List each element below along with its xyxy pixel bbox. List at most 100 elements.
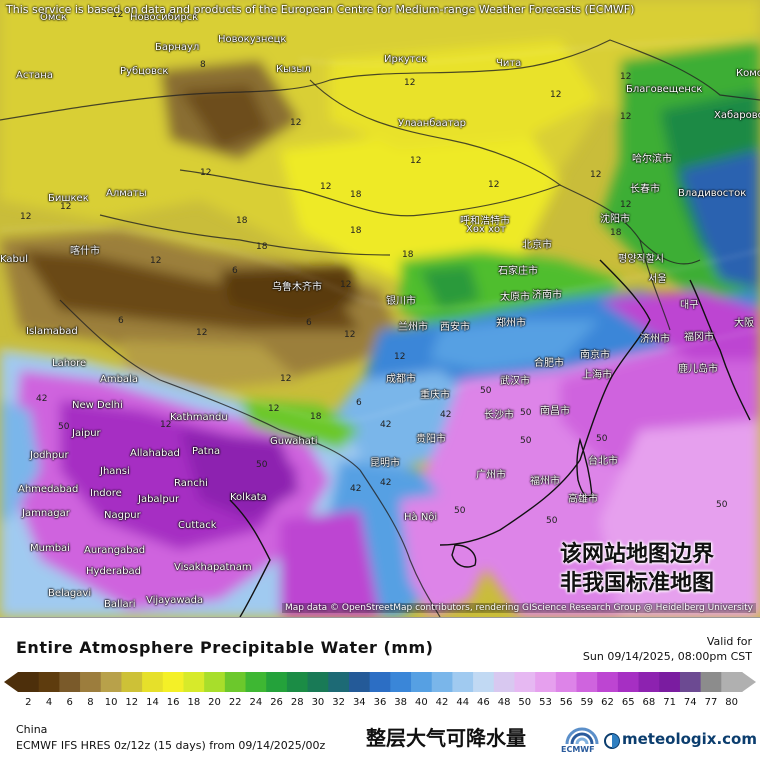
scale-swatch	[224, 672, 247, 692]
scale-tick-label: 6	[66, 697, 73, 708]
scale-tick-label: 36	[373, 697, 387, 708]
scale-swatch	[493, 672, 515, 692]
city-label: 合肥市	[534, 358, 564, 369]
city-label: Vijayawada	[146, 595, 204, 606]
color-scale-bar	[4, 672, 756, 692]
map-boundary-disclaimer: 该网站地图边界 非我国标准地图	[560, 540, 714, 598]
contour-value: 50	[480, 386, 492, 396]
scale-swatch	[369, 672, 391, 692]
city-label: 西安市	[440, 322, 470, 333]
scale-tick-label: 53	[539, 697, 552, 708]
city-label: 大阪	[734, 318, 754, 329]
map-canvas	[0, 0, 760, 617]
scale-tick-label: 42	[435, 697, 449, 708]
scale-swatch	[638, 672, 660, 692]
city-label: Хабаровск	[714, 110, 760, 121]
contour-value: 6	[118, 316, 124, 326]
meteologix-brand[interactable]: meteologix.com	[622, 730, 757, 748]
scale-tick-label: 12	[125, 697, 139, 708]
contour-value: 12	[404, 78, 416, 88]
scale-tick-label: 34	[352, 697, 366, 708]
contour-value: 8	[200, 60, 206, 70]
contour-value: 50	[546, 516, 558, 526]
scale-swatch	[659, 672, 681, 692]
contour-value: 50	[256, 460, 268, 470]
scale-tick-label: 2	[25, 697, 32, 708]
scale-tick-label: 30	[311, 697, 325, 708]
precipitable-water-map[interactable]: This service is based on data and produc…	[0, 0, 760, 617]
city-label: 重庆市	[420, 390, 450, 401]
contour-value: 12	[150, 256, 162, 266]
scale-tick-label: 68	[642, 697, 656, 708]
contour-value: 12	[550, 90, 562, 100]
scale-tick-label: 80	[725, 697, 739, 708]
city-label: Новосибирск	[130, 12, 199, 23]
city-label: Кызыл	[276, 64, 311, 75]
city-label: 济南市	[532, 290, 562, 301]
city-label: 南昌市	[540, 406, 570, 417]
map-attribution: Map data © OpenStreetMap contributors, r…	[282, 603, 756, 613]
contour-value: 12	[620, 72, 632, 82]
contour-value: 42	[440, 410, 452, 420]
city-label: 广州市	[476, 470, 506, 481]
contour-value: 12	[160, 420, 172, 430]
scale-tick-label: 16	[166, 697, 180, 708]
city-label: 武汉市	[500, 376, 530, 387]
ecmwf-label: ECMWF	[561, 745, 595, 754]
scale-swatch	[721, 672, 743, 692]
city-label: 南京市	[580, 350, 610, 361]
scale-swatch	[597, 672, 619, 692]
city-label: 上海市	[582, 370, 612, 381]
city-label: Guwahati	[270, 436, 318, 447]
contour-value: 12	[488, 180, 500, 190]
city-label: 대구	[680, 300, 699, 311]
city-label: Бишкек	[48, 193, 89, 204]
scale-tick-label: 24	[249, 697, 263, 708]
contour-value: 12	[290, 118, 302, 128]
scale-swatch	[100, 672, 122, 692]
city-label: 沈阳市	[600, 214, 630, 225]
scale-tick-label: 18	[187, 697, 201, 708]
city-label: Aurangabad	[84, 545, 146, 556]
city-label: 서울	[648, 274, 667, 285]
city-label: 长沙市	[484, 410, 514, 421]
contour-value: 6	[356, 398, 362, 408]
scale-swatch	[452, 672, 474, 692]
city-label: 福冈市	[684, 332, 714, 343]
contour-value: 6	[232, 266, 238, 276]
ecmwf-logo-icon	[565, 727, 599, 745]
ecmwf-notice: This service is based on data and produc…	[6, 3, 635, 16]
city-label: Чита	[496, 58, 522, 69]
scale-swatch	[576, 672, 598, 692]
contour-value: 12	[60, 202, 72, 212]
scale-tick-label: 59	[580, 697, 594, 708]
scale-swatch	[328, 672, 350, 692]
contour-value: 12	[280, 374, 292, 384]
city-label: Mumbai	[30, 543, 70, 554]
city-label: 长春市	[630, 184, 660, 195]
city-label: Хөх хот	[466, 224, 506, 235]
scale-swatch	[59, 672, 81, 692]
city-label: Cuttack	[178, 520, 217, 531]
valid-time: Sun 09/14/2025, 08:00pm CST	[582, 650, 752, 663]
city-label: 昆明市	[370, 458, 400, 469]
contour-value: 12	[620, 200, 632, 210]
contour-value: 12	[620, 112, 632, 122]
city-label: 乌鲁木齐市	[272, 282, 322, 293]
city-label: Алматы	[106, 188, 147, 199]
city-label: Ahmedabad	[18, 484, 79, 495]
valid-for-label: Valid for	[706, 635, 752, 648]
scale-tick-label: 77	[704, 697, 718, 708]
disclaimer-line-1: 该网站地图边界	[560, 542, 715, 567]
scale-swatch	[286, 672, 309, 692]
scale-swatch	[142, 672, 164, 692]
scale-tick-label: 50	[518, 697, 532, 708]
scale-swatch	[348, 672, 371, 692]
scale-tick-label: 40	[414, 697, 428, 708]
scale-swatch	[617, 672, 640, 692]
contour-value: 12	[410, 156, 422, 166]
contour-value: 50	[520, 408, 532, 418]
scale-swatch	[121, 672, 143, 692]
contour-value: 18	[610, 228, 622, 238]
city-label: Улаанбаатар	[398, 118, 467, 129]
